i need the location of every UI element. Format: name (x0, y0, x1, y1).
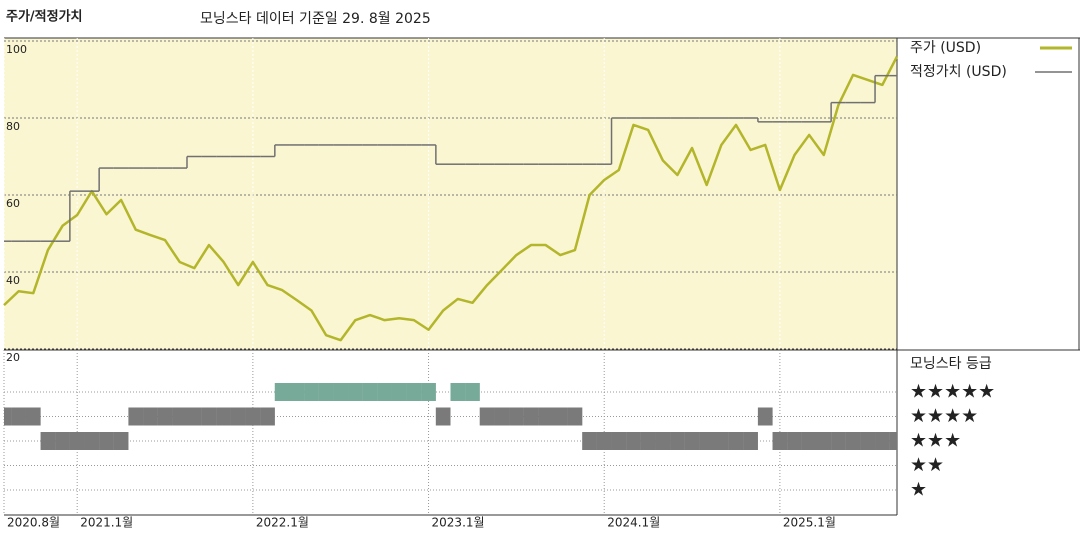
rating-texture (831, 432, 846, 450)
rating-texture (421, 383, 436, 401)
x-tick-label: 2024.1월 (607, 516, 660, 530)
rating-texture (318, 383, 334, 401)
rating-texture (25, 407, 41, 426)
rating-texture (494, 407, 510, 426)
price-line (3, 55, 899, 342)
y-tick-label: 40 (6, 274, 20, 287)
rating-texture (787, 432, 802, 450)
rating-texture (538, 407, 553, 426)
rating-texture (4, 407, 12, 426)
rating-texture (670, 432, 685, 450)
rating-texture (699, 432, 715, 450)
rating-texture (172, 407, 187, 426)
rating-texture (640, 432, 656, 450)
rating-texture (772, 432, 788, 450)
y-tick-label: 80 (6, 120, 20, 133)
rating-texture (157, 407, 173, 426)
rating-label: ★★★ (910, 430, 961, 452)
rating-texture (143, 407, 158, 426)
rating-texture (245, 407, 261, 426)
rating-texture (99, 432, 114, 450)
rating-texture (757, 407, 773, 426)
legend-label: 주가 (USD) (910, 40, 981, 56)
rating-texture (875, 432, 890, 450)
rating-title: 모닝스타 등급 (910, 356, 992, 372)
rating-texture (596, 432, 612, 450)
rating-texture (55, 432, 70, 450)
rating-texture (626, 432, 641, 450)
y-tick-label: 20 (6, 351, 20, 364)
rating-texture (743, 432, 758, 450)
rating-texture (435, 407, 451, 426)
rating-texture (230, 407, 246, 426)
rating-texture (845, 432, 861, 450)
x-tick-label: 2022.1월 (256, 516, 309, 530)
rating-texture (377, 383, 392, 401)
y-tick-label: 100 (6, 43, 27, 56)
rating-texture (348, 383, 363, 401)
rating-texture (509, 407, 524, 426)
rating-label: ★★★★★ (910, 381, 995, 403)
rating-texture (201, 407, 217, 426)
plot-background (4, 38, 897, 350)
rating-texture (260, 407, 275, 426)
x-tick-label: 2020.8월 (7, 516, 60, 530)
rating-texture (274, 383, 290, 401)
rating-texture (11, 407, 26, 426)
rating-texture (186, 407, 202, 426)
rating-texture (40, 432, 56, 450)
rating-texture (391, 383, 407, 401)
rating-texture (582, 432, 597, 450)
chart-title: 주가/적정가치 (6, 9, 83, 25)
rating-texture (406, 383, 422, 401)
rating-texture (655, 432, 671, 450)
x-tick-label: 2023.1월 (432, 516, 485, 530)
rating-texture (84, 432, 100, 450)
rating-texture (684, 432, 700, 450)
rating-texture (567, 407, 583, 426)
rating-texture (333, 383, 349, 401)
x-tick-label: 2025.1월 (783, 516, 836, 530)
rating-label: ★ (910, 479, 927, 501)
rating-texture (860, 432, 876, 450)
legend-label: 적정가치 (USD) (910, 64, 1007, 80)
rating-texture (714, 432, 729, 450)
rating-texture (128, 407, 144, 426)
rating-texture (889, 432, 897, 450)
rating-texture (611, 432, 627, 450)
rating-texture (479, 407, 495, 426)
rating-texture (289, 383, 305, 401)
rating-label: ★★★★ (910, 405, 978, 427)
rating-texture (523, 407, 539, 426)
rating-label: ★★ (910, 454, 944, 476)
rating-texture (69, 432, 85, 450)
rating-texture (465, 383, 480, 401)
rating-texture (216, 407, 231, 426)
rating-texture (113, 432, 129, 450)
rating-texture (728, 432, 744, 450)
rating-texture (816, 432, 832, 450)
rating-texture (450, 383, 466, 401)
rating-texture (552, 407, 568, 426)
chart-subtitle: 모닝스타 데이터 기준일 29. 8월 2025 (200, 11, 431, 27)
y-tick-label: 60 (6, 197, 20, 210)
rating-texture (362, 383, 378, 401)
rating-texture (304, 383, 319, 401)
rating-texture (801, 432, 817, 450)
x-tick-label: 2021.1월 (80, 516, 133, 530)
